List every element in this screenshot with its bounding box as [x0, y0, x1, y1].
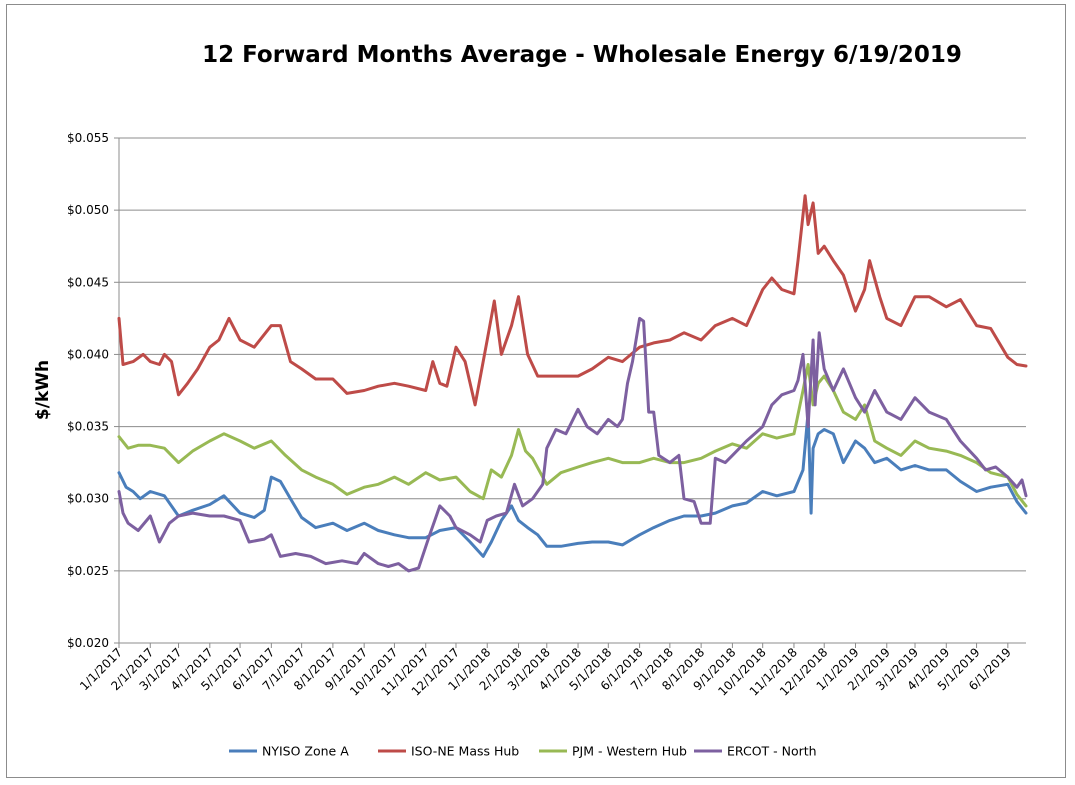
legend-label: PJM - Western Hub [572, 744, 687, 759]
chart-title: 12 Forward Months Average - Wholesale En… [202, 42, 962, 68]
y-tick-label: $0.045 [67, 275, 109, 289]
y-tick-label: $0.035 [67, 420, 109, 434]
series-line-iso-ne-mass-hub [117, 194, 1028, 407]
legend: NYISO Zone A ISO-NE Mass Hub PJM - Western… [229, 744, 817, 759]
y-tick-label: $0.025 [67, 564, 109, 578]
gridlines [119, 137, 1026, 572]
y-tick-label: $0.020 [67, 636, 109, 650]
legend-label: NYISO Zone A [262, 744, 349, 759]
y-tick-label: $0.030 [67, 492, 109, 506]
series-line-nyiso-zone-a [117, 410, 1028, 558]
series-line-ercot-north [117, 316, 1028, 573]
y-tick-label: $0.055 [67, 131, 109, 145]
y-tick-label: $0.040 [67, 347, 109, 361]
axes [118, 138, 1026, 644]
y-axis-ticks: $0.020 $0.025 $0.030 $0.035 $0.040 $0.045 $0.0… [67, 131, 119, 650]
y-tick-label: $0.050 [67, 203, 109, 217]
legend-label: ERCOT - North [727, 744, 817, 759]
x-axis-ticks: 1/1/20172/1/20173/1/20174/1/20175/1/2017… [77, 643, 1014, 699]
y-axis-label: $/kWh [33, 360, 53, 420]
series-line-pjm-western-hub [117, 363, 1028, 508]
series-lines [117, 194, 1028, 573]
legend-label: ISO-NE Mass Hub [411, 744, 519, 759]
